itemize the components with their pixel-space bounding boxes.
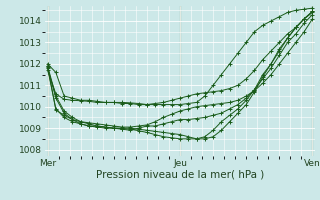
X-axis label: Pression niveau de la mer( hPa ): Pression niveau de la mer( hPa ) bbox=[96, 169, 264, 179]
